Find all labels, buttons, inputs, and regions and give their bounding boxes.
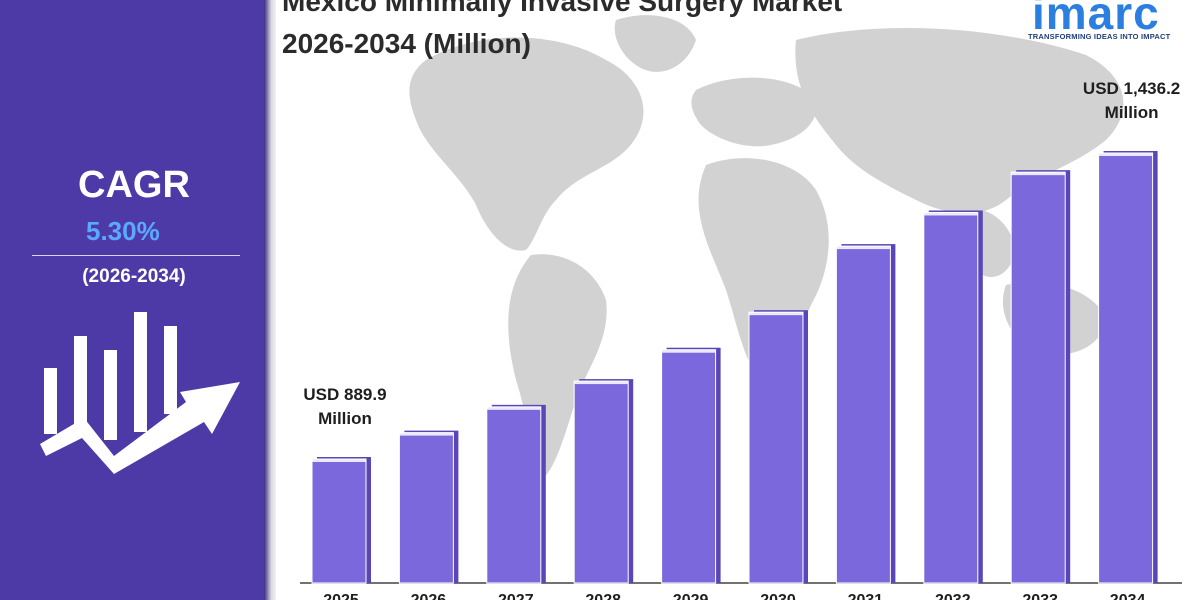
bar-2027 — [486, 404, 546, 584]
bar-2026 — [398, 430, 459, 584]
value-callout-unit: Million — [1105, 103, 1159, 122]
bar-chart: 2025 2026 2027 2028 2029 2030 2031 2032 2033 2034… — [300, 79, 1182, 600]
x-tick-label: 2028 — [585, 592, 621, 600]
bar-2028 — [573, 379, 634, 584]
logo-tagline: TRANSFORMING IDEAS INTO IMPACT — [1028, 32, 1171, 41]
chart-subtitle: 2026-2034 (Million) — [282, 28, 531, 59]
imarc-logo: imarc TRANSFORMING IDEAS INTO IMPACT — [1010, 0, 1200, 48]
bar-2029 — [661, 347, 721, 584]
value-callout: USD 889.9 — [303, 385, 386, 404]
x-tick-label: 2030 — [760, 592, 796, 600]
x-tick-label: 2026 — [411, 592, 447, 600]
bar-2025 — [311, 457, 371, 584]
bar-2033 — [1010, 170, 1071, 584]
bar-2030 — [748, 310, 808, 584]
value-callout: USD 1,436.2 — [1083, 79, 1180, 98]
x-tick-label: 2034 — [1110, 592, 1146, 600]
x-tick-label: 2027 — [498, 592, 534, 600]
x-tick-label: 2031 — [848, 592, 884, 600]
chart-title: Mexico Minimally Invasive Surgery Market — [282, 0, 843, 17]
x-tick-label: 2025 — [323, 592, 359, 600]
x-tick-label: 2032 — [935, 592, 971, 600]
cagr-period: (2026-2034) — [82, 266, 186, 287]
value-callout-unit: Million — [318, 409, 372, 428]
cagr-divider — [32, 255, 240, 256]
growth-chart-arrow-icon — [40, 312, 240, 474]
world-map-background — [409, 15, 1124, 480]
sidebar-edge — [264, 0, 276, 600]
cagr-panel: CAGR 5.30% (2026-2034) — [0, 0, 268, 600]
bar-2034 — [1098, 151, 1158, 584]
x-tick-label: 2029 — [673, 592, 709, 600]
cagr-value: 5.30% — [86, 216, 160, 246]
cagr-label: CAGR — [78, 164, 190, 206]
x-tick-label: 2033 — [1022, 592, 1058, 600]
logo-wordmark: imarc — [1032, 0, 1160, 39]
bar-2032 — [923, 210, 983, 584]
bar-2031 — [835, 244, 896, 584]
